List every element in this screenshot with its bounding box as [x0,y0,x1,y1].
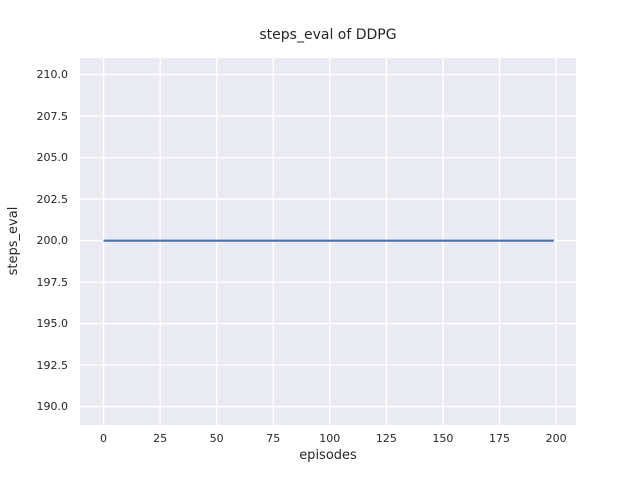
x-tick-label: 150 [432,432,454,445]
x-tick-label: 125 [375,432,397,445]
x-tick-label: 175 [489,432,511,445]
y-tick-label: 190.0 [36,400,69,414]
y-tick-label: 207.5 [36,109,69,123]
y-tick-label: 205.0 [36,151,69,165]
x-tick-label: 200 [545,432,567,445]
y-tick-label: 192.5 [36,358,69,372]
x-tick-label: 25 [153,432,168,445]
x-tick-label: 100 [319,432,341,445]
x-tick-label: 75 [266,432,281,445]
x-tick-label: 50 [209,432,224,445]
x-axis-label: episodes [299,448,357,463]
y-tick-label: 197.5 [36,275,69,289]
y-tick-label: 202.5 [36,192,69,206]
y-tick-label: 200.0 [36,234,69,248]
y-tick-label: 195.0 [36,317,69,331]
chart-title: steps_eval of DDPG [259,27,397,43]
x-tick-label: 0 [100,432,108,445]
y-tick-label: 210.0 [36,68,69,82]
